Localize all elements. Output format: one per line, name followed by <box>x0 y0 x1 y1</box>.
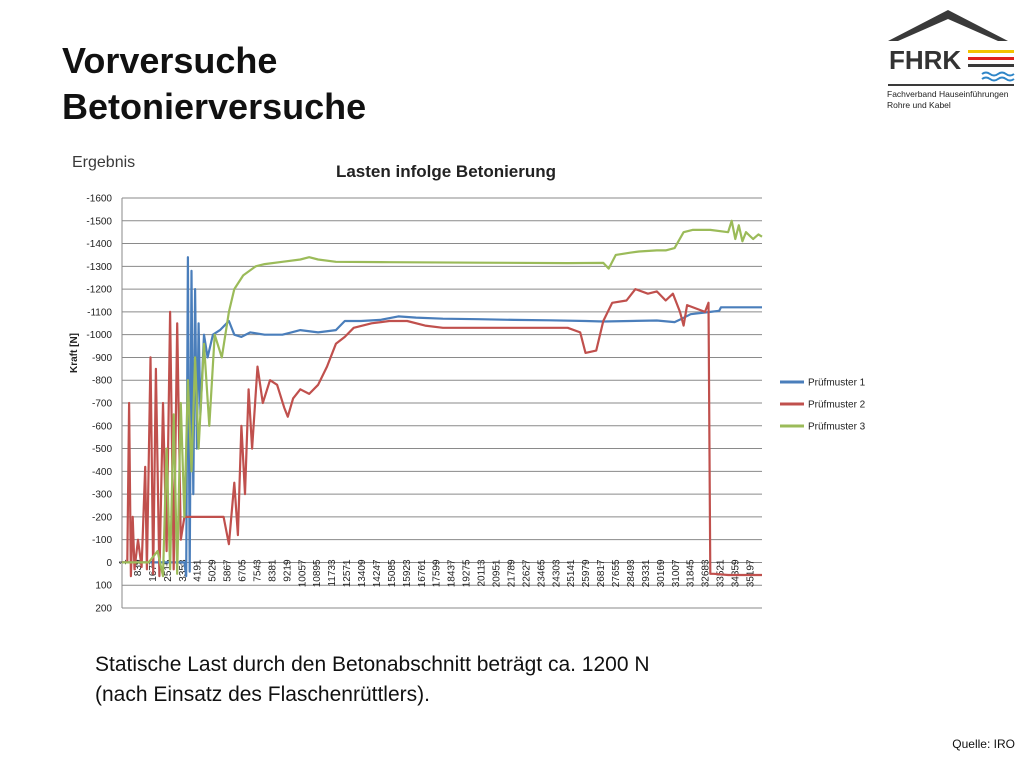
y-tick-label: 100 <box>95 581 112 592</box>
logo-subtitle-line1: Fachverband Hauseinführungen <box>887 89 1009 99</box>
y-tick-label: 0 <box>106 558 112 569</box>
logo-wave-1 <box>981 71 1015 77</box>
y-tick-label: -1000 <box>86 330 112 341</box>
x-tick-label: 3353 <box>178 559 189 582</box>
y-tick-label: -1200 <box>86 285 112 296</box>
x-tick-label: 8381 <box>267 559 278 582</box>
y-tick-label: -1400 <box>86 239 112 250</box>
x-tick-label: 31007 <box>671 559 682 587</box>
x-tick-label: 7543 <box>252 559 263 582</box>
x-tick-label: 13409 <box>357 559 368 587</box>
slide-title: Vorversuche Betonierversuche <box>62 38 366 130</box>
logo-stripe-red <box>968 57 1014 60</box>
x-tick-label: 27655 <box>611 559 622 587</box>
x-tick-label: 33521 <box>716 559 727 587</box>
x-tick-label: 17599 <box>432 559 443 587</box>
logo-wave-2 <box>981 76 1015 82</box>
x-tick-label: 18437 <box>447 559 458 587</box>
x-tick-label: 12571 <box>342 559 353 587</box>
slide-title-line1: Vorversuche <box>62 40 278 81</box>
x-tick-label: 10895 <box>312 559 323 587</box>
logo-text: FHRK <box>889 45 961 75</box>
y-tick-label: -1500 <box>86 216 112 227</box>
y-tick-label: -800 <box>92 376 112 387</box>
x-tick-label: 10057 <box>297 559 308 587</box>
x-tick-label: 20951 <box>491 559 502 587</box>
fhrk-logo: FHRK <box>888 10 1015 86</box>
legend-label-2: Prüfmuster 2 <box>808 400 866 411</box>
x-tick-label: 25141 <box>566 559 577 587</box>
x-tick-label: 31845 <box>686 559 697 587</box>
series-line-1 <box>122 256 762 578</box>
caption-line1: Statische Last durch den Betonabschnitt … <box>95 653 650 676</box>
x-tick-label: 11733 <box>327 559 338 587</box>
legend-label-3: Prüfmuster 3 <box>808 422 866 433</box>
legend-label-1: Prüfmuster 1 <box>808 378 866 389</box>
y-tick-label: -1300 <box>86 262 112 273</box>
x-tick-label: 2515 <box>163 559 174 582</box>
x-tick-label: 5867 <box>223 559 234 582</box>
caption: Statische Last durch den Betonabschnitt … <box>95 650 650 710</box>
y-tick-label: -300 <box>92 490 112 501</box>
logo-stripe-dark <box>968 64 1014 67</box>
y-tick-label: -700 <box>92 399 112 410</box>
x-tick-label: 14247 <box>372 559 383 587</box>
chart-title: Lasten infolge Betonierung <box>336 162 556 181</box>
series-line-2 <box>122 288 762 578</box>
y-tick-label: -1600 <box>86 194 112 205</box>
x-tick-label: 35197 <box>745 559 756 587</box>
logo-subtitle: Fachverband Hauseinführungen Rohre und K… <box>887 89 1008 111</box>
y-tick-label: -100 <box>92 535 112 546</box>
x-tick-label: 16761 <box>417 559 428 587</box>
line-chart: Lasten infolge Betonierung -1600 -1500 -140… <box>69 162 866 615</box>
x-tick-label: 4191 <box>193 559 204 582</box>
source-note: Quelle: IRO <box>952 737 1015 751</box>
logo-stripe-yellow <box>968 50 1014 53</box>
y-tick-label: -1100 <box>87 307 112 318</box>
logo-base-line <box>888 84 1014 86</box>
x-tick-label: 20113 <box>477 559 488 587</box>
x-tick-label: 26817 <box>596 559 607 587</box>
section-label: Ergebnis <box>72 154 136 171</box>
series-line-3 <box>122 219 763 578</box>
y-axis-label: Kraft [N] <box>69 333 80 373</box>
x-tick-label: 6705 <box>238 559 249 582</box>
x-tick-label: 24303 <box>551 559 562 587</box>
y-tick-label: -600 <box>92 421 112 432</box>
logo-subtitle-line2: Rohre und Kabel <box>887 100 951 110</box>
x-tick-label: 25979 <box>581 559 592 587</box>
x-tick-label: 15085 <box>387 559 398 587</box>
x-tick-label: 29331 <box>641 559 652 587</box>
x-tick-label: 9219 <box>282 559 293 582</box>
x-tick-label: 21789 <box>506 559 517 587</box>
x-tick-label: 23465 <box>536 559 547 587</box>
logo-roof <box>888 10 1008 41</box>
x-tick-label: 5029 <box>208 559 219 582</box>
x-tick-label: 19275 <box>462 559 473 587</box>
caption-line2: (nach Einsatz des Flaschenrüttlers). <box>95 683 430 706</box>
x-tick-label: 28493 <box>626 559 637 587</box>
x-tick-label: 34359 <box>731 559 742 587</box>
x-tick-label: 839 <box>133 559 144 576</box>
y-tick-label: -500 <box>92 444 112 455</box>
y-tick-label: -900 <box>92 353 112 364</box>
y-tick-label: -200 <box>92 512 112 523</box>
x-tick-label: 15923 <box>402 559 413 587</box>
x-tick-label: 32683 <box>701 559 712 587</box>
y-tick-label: 200 <box>95 604 112 615</box>
x-tick-label: 30169 <box>656 559 667 587</box>
x-tick-label: 22627 <box>521 559 532 587</box>
y-tick-label: -400 <box>92 467 112 478</box>
slide-title-line2: Betonierversuche <box>62 86 367 127</box>
